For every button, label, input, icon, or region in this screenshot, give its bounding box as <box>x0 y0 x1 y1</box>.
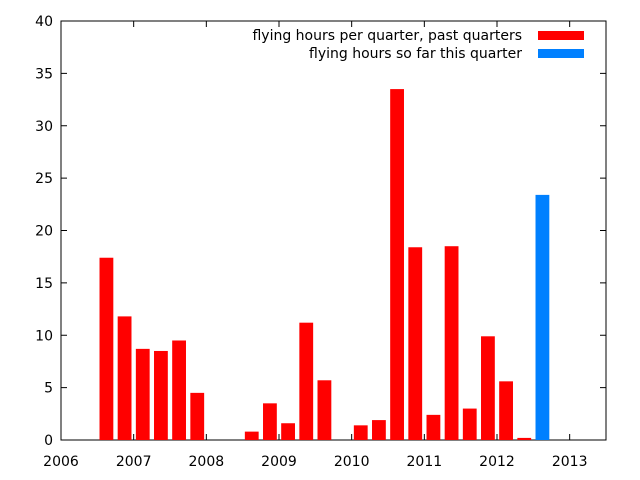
bar <box>317 380 332 440</box>
bar <box>263 403 277 440</box>
y-tick-label: 20 <box>35 224 53 240</box>
bar <box>154 350 168 440</box>
x-tick-label: 2008 <box>189 454 225 470</box>
bar <box>299 322 314 440</box>
legend: flying hours per quarter, past quarters f… <box>252 28 584 62</box>
legend-swatch <box>538 31 584 40</box>
y-tick-label: 5 <box>44 381 53 397</box>
x-tick-label: 2012 <box>479 454 515 470</box>
x-tick-label: 2013 <box>552 454 588 470</box>
y-tick-label: 10 <box>35 328 53 344</box>
y-tick-label: 15 <box>35 276 53 292</box>
y-tick-label: 40 <box>35 14 53 30</box>
x-tick-label: 2010 <box>334 454 370 470</box>
bar <box>244 431 259 440</box>
bar <box>281 423 295 440</box>
x-tick-label: 2009 <box>261 454 297 470</box>
bar <box>135 348 150 440</box>
y-tick-label: 30 <box>35 119 53 135</box>
y-tick-label: 35 <box>35 66 53 82</box>
bar <box>444 246 459 440</box>
x-tick-label: 2007 <box>116 454 152 470</box>
legend-label: flying hours so far this quarter <box>309 46 522 62</box>
bar <box>408 247 423 440</box>
bar <box>462 408 477 440</box>
bars <box>99 89 550 441</box>
y-tick-label: 25 <box>35 171 53 187</box>
legend-swatch <box>538 49 584 58</box>
bar <box>190 392 205 440</box>
bar <box>172 340 186 440</box>
x-tick-label: 2011 <box>407 454 443 470</box>
bar <box>117 316 132 440</box>
bar <box>517 437 532 440</box>
bar <box>535 194 550 440</box>
bar <box>481 336 495 440</box>
bar <box>99 257 114 440</box>
legend-label: flying hours per quarter, past quarters <box>252 28 522 44</box>
bar <box>499 381 513 440</box>
bar <box>353 425 368 440</box>
bar <box>426 414 441 440</box>
y-tick-label: 0 <box>44 433 53 449</box>
x-tick-label: 2006 <box>43 454 79 470</box>
bar <box>372 420 386 440</box>
axis-ticks: 0 5 10 15 20 25 30 35 40 2006 2007 2008 2009 2010 2011… <box>35 14 606 470</box>
bar <box>390 89 404 441</box>
